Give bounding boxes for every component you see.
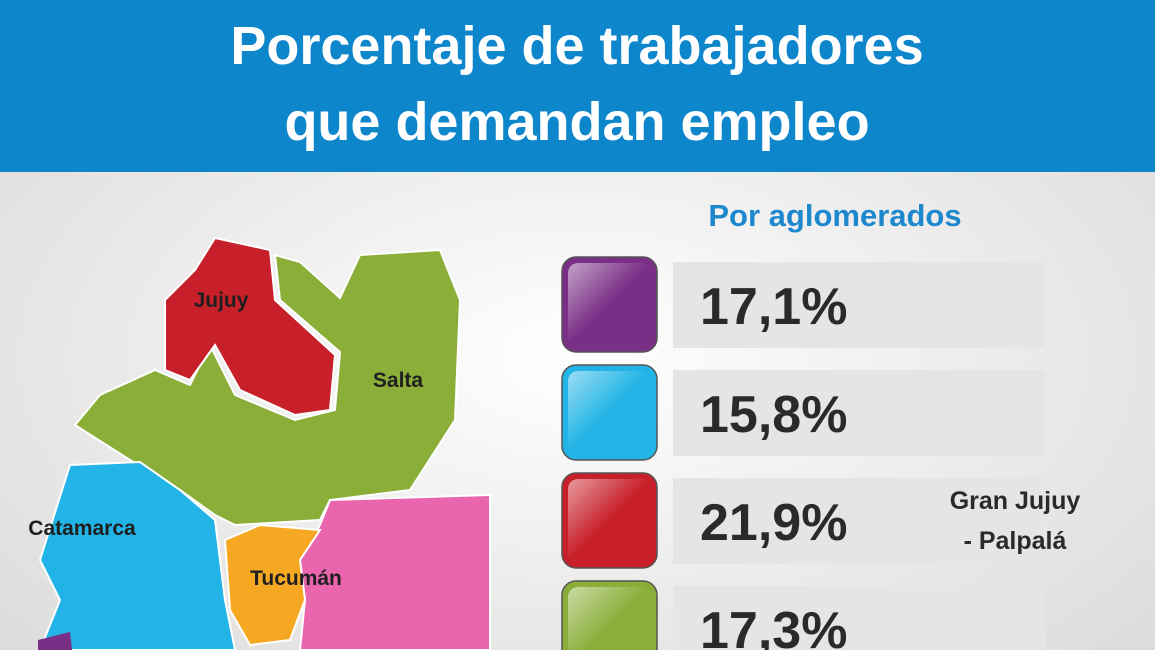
value-box bbox=[673, 262, 1045, 348]
map-label: Tucumán bbox=[250, 567, 342, 590]
header-band bbox=[0, 0, 1155, 172]
map: Jujuy Salta Catamarca Tucumán bbox=[28, 236, 491, 650]
color-key-shine bbox=[568, 263, 651, 346]
title-line: que demandan empleo bbox=[284, 92, 869, 152]
value-box bbox=[673, 586, 1045, 650]
province-other bbox=[38, 632, 72, 650]
value-note: - Palpalá bbox=[964, 527, 1067, 555]
subtitle: Por aglomerados bbox=[708, 198, 961, 233]
color-key-shine bbox=[568, 371, 651, 454]
value-label: 17,1% bbox=[700, 278, 847, 336]
map-label: Catamarca bbox=[28, 517, 136, 540]
rows: 17,1% 15,8% 21,9% Gran Jujuy - Palpalá 17,3% bbox=[561, 256, 1081, 650]
title-line: Porcentaje de trabajadores bbox=[230, 16, 923, 76]
province-catamarca bbox=[38, 460, 237, 650]
value-box bbox=[673, 370, 1045, 456]
province-tucuman bbox=[223, 523, 322, 647]
color-key-shine bbox=[568, 587, 651, 650]
province-jujuy bbox=[164, 236, 337, 417]
value-note: Gran Jujuy bbox=[950, 487, 1081, 515]
map-label: Jujuy bbox=[194, 289, 249, 312]
map-label: Salta bbox=[373, 369, 424, 392]
value-box bbox=[673, 478, 1045, 564]
value-label: 21,9% bbox=[700, 494, 847, 552]
value-label: 15,8% bbox=[700, 386, 847, 444]
value-label: 17,3% bbox=[700, 602, 847, 650]
color-key-shine bbox=[568, 479, 651, 562]
